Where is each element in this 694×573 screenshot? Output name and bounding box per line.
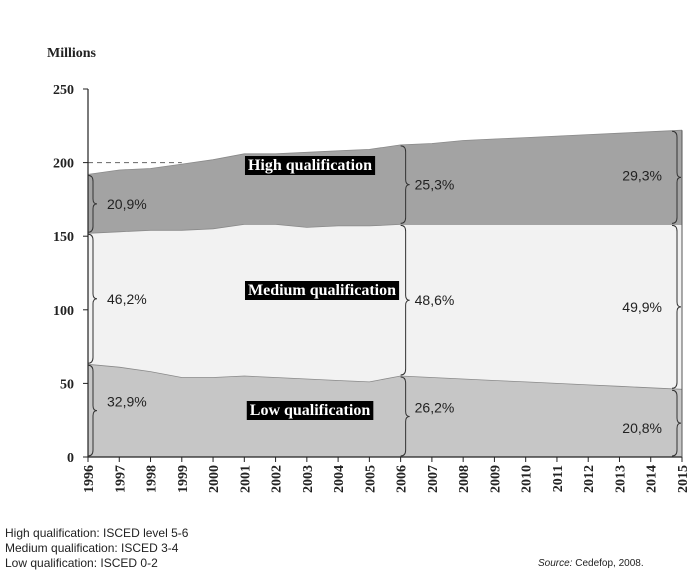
source-label: Source:: [538, 558, 573, 569]
annotation-2006-high-qualification: 25,3%: [415, 177, 455, 193]
y-tick-label-0: 0: [67, 451, 74, 466]
band-label-box: [244, 156, 376, 175]
y-tick-label-200: 200: [53, 157, 74, 172]
annotation-2006-medium-qualification: 48,6%: [415, 292, 455, 308]
band-label-text: High qualification: [248, 157, 372, 174]
x-tick-label-2006: 2006: [395, 465, 410, 493]
note-medium: Medium qualification: ISCED 3-4: [5, 541, 179, 555]
x-tick-label-2013: 2013: [613, 465, 628, 493]
bracket-2015-medium-qualification: [671, 224, 682, 389]
x-tick-label-2002: 2002: [270, 465, 285, 493]
bracket-2015-high-qualification: [671, 130, 682, 224]
x-tick-label-1998: 1998: [145, 465, 160, 493]
bracket-2015-low-qualification: [671, 389, 682, 457]
qualification-notes: High qualification: ISCED level 5-6 Medi…: [5, 526, 188, 571]
band-label-text: Medium qualification: [248, 282, 396, 299]
band-label-low-qualification: Low qualification: [246, 401, 374, 420]
x-tick-label-1997: 1997: [113, 465, 128, 493]
x-tick-label-1999: 1999: [176, 465, 191, 493]
band-label-high-qualification: High qualification: [244, 156, 376, 175]
band-label-medium-qualification: Medium qualification: [244, 281, 400, 300]
y-tick-label-150: 150: [53, 230, 74, 245]
x-tick-label-2004: 2004: [332, 465, 347, 493]
band-label-box: [244, 281, 400, 300]
source-text: Cedefop, 2008.: [575, 558, 644, 569]
annotation-1996-high-qualification: 20,9%: [107, 196, 147, 212]
y-tick-label-50: 50: [60, 377, 74, 392]
y-axis-label: Millions: [47, 46, 97, 61]
chart: Millions 0 50 100 150 200 250 1996 1997 1998 1999 2…: [47, 46, 691, 493]
annotation-2006-low-qualification: 26,2%: [415, 400, 455, 416]
x-tick-label-2003: 2003: [301, 465, 316, 493]
x-tick-label-2000: 2000: [207, 465, 222, 493]
line-high-qualification: [87, 129, 683, 175]
source-note: Source: Cedefop, 2008.: [538, 558, 644, 569]
x-tick-label-2005: 2005: [363, 465, 378, 493]
annotation-2015-high-qualification: 29,3%: [622, 167, 662, 183]
band-label-box: [246, 401, 374, 420]
annotation-2015-low-qualification: 20,8%: [622, 420, 662, 436]
x-tick-label-2015: 2015: [676, 465, 691, 493]
bracket-1996-high-qualification: [87, 174, 98, 233]
x-tick-label-2008: 2008: [457, 465, 472, 493]
annotation-1996-medium-qualification: 46,2%: [107, 291, 147, 307]
area-low-qualification: [88, 364, 682, 457]
line-low-qualification: [87, 363, 683, 390]
line-medium-qualification: [87, 223, 682, 234]
x-tick-label-2014: 2014: [645, 465, 660, 493]
x-tick-label-2009: 2009: [488, 465, 503, 493]
bracket-1996-low-qualification: [87, 364, 98, 457]
x-tick-label-2001: 2001: [238, 465, 253, 493]
band-label-text: Low qualification: [250, 402, 371, 419]
bracket-1996-medium-qualification: [87, 233, 98, 364]
x-tick-label-2011: 2011: [551, 465, 566, 492]
annotation-1996-low-qualification: 32,9%: [107, 394, 147, 410]
x-tick-label-1996: 1996: [82, 465, 97, 493]
area-high-qualification: [88, 130, 682, 234]
annotation-2015-medium-qualification: 49,9%: [622, 299, 662, 315]
y-tick-label-250: 250: [53, 83, 74, 98]
note-high: High qualification: ISCED level 5-6: [5, 526, 189, 540]
note-low: Low qualification: ISCED 0-2: [5, 556, 158, 570]
x-tick-label-2012: 2012: [582, 465, 597, 493]
y-tick-label-100: 100: [53, 304, 74, 319]
area-medium-qualification: [88, 224, 682, 390]
x-tick-label-2010: 2010: [520, 465, 535, 493]
x-tick-label-2007: 2007: [426, 465, 441, 493]
